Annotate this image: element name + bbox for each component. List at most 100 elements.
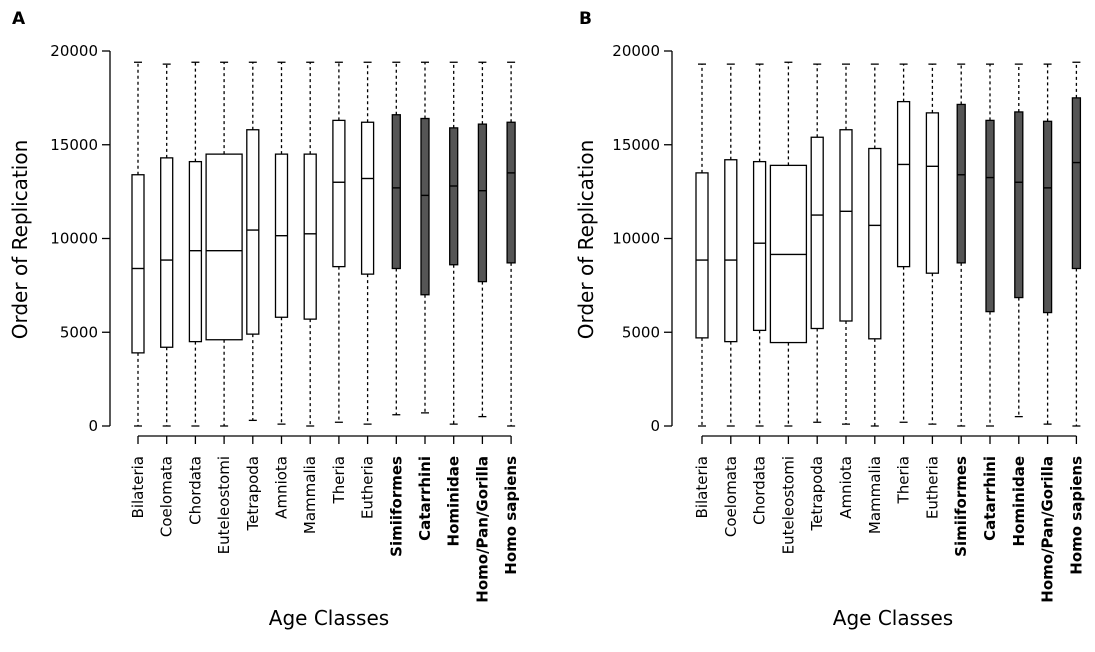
box-7 bbox=[303, 61, 317, 427]
box-rect bbox=[332, 119, 346, 268]
box-rect bbox=[131, 174, 145, 354]
y-tick-label: 15000 bbox=[612, 136, 660, 154]
box-rect bbox=[839, 129, 853, 322]
category-label: Bilateria bbox=[693, 456, 711, 518]
box-rect bbox=[896, 100, 911, 268]
y-axis: 0 5000 10000 15000 20000 bbox=[612, 42, 673, 435]
category-label: Chordata bbox=[186, 456, 204, 525]
x-axis: Bilateria Coelomata Chordata Euteleostomi Te… bbox=[693, 435, 1085, 603]
box-3 bbox=[188, 61, 203, 427]
x-axis: Bilateria Coelomata Chordata Euteleostomi Te… bbox=[129, 435, 520, 603]
box-rect bbox=[868, 147, 882, 340]
category-label: Hominidae bbox=[1010, 456, 1028, 546]
y-axis-title: Order of Replication bbox=[8, 140, 32, 340]
category-label: Chordata bbox=[751, 456, 769, 525]
category-label: Homo sapiens bbox=[502, 456, 520, 575]
category-label: Euteleostomi bbox=[779, 456, 797, 554]
box-rect bbox=[1014, 111, 1024, 299]
box-rect bbox=[246, 129, 260, 335]
category-label: Catarrhini bbox=[981, 456, 999, 541]
box-2 bbox=[160, 63, 174, 427]
category-label: Theria bbox=[330, 456, 348, 504]
box-13 bbox=[477, 61, 488, 418]
box-6 bbox=[839, 63, 853, 425]
box-rect bbox=[360, 121, 375, 275]
category-label: Tetrapoda bbox=[808, 456, 826, 532]
box-rect bbox=[391, 114, 401, 270]
category-label: Coelomata bbox=[722, 456, 740, 537]
box-5 bbox=[246, 61, 260, 422]
y-tick-label: 15000 bbox=[50, 136, 98, 154]
box-6 bbox=[274, 61, 289, 425]
box-rect bbox=[695, 172, 709, 339]
panel-a: A 0 5000 10000 15000 20000 Order of Replicatio… bbox=[8, 9, 520, 630]
y-tick-label: 20000 bbox=[612, 42, 660, 60]
box-12 bbox=[1014, 63, 1024, 418]
box-rect bbox=[188, 160, 203, 343]
category-label: Coelomata bbox=[158, 456, 176, 537]
box-1 bbox=[131, 61, 145, 427]
box-rect bbox=[956, 103, 966, 264]
box-4 bbox=[205, 61, 243, 427]
category-label: Simiiformes bbox=[952, 456, 970, 557]
box-12 bbox=[449, 61, 459, 425]
box-14 bbox=[506, 61, 516, 427]
y-tick-label: 20000 bbox=[50, 42, 98, 60]
panel-b: B 0 5000 10000 15000 20000 Order of Replicatio… bbox=[574, 9, 1085, 630]
category-label: Homo sapiens bbox=[1067, 456, 1085, 575]
box-11 bbox=[420, 61, 430, 414]
box-9 bbox=[925, 63, 940, 425]
y-tick-label: 10000 bbox=[50, 230, 98, 248]
box-rect bbox=[506, 121, 516, 264]
box-rect bbox=[303, 153, 317, 320]
y-tick-label: 10000 bbox=[612, 230, 660, 248]
category-label: Euteleostomi bbox=[215, 456, 233, 554]
category-label: Bilateria bbox=[129, 456, 147, 518]
y-axis: 0 5000 10000 15000 20000 bbox=[50, 42, 111, 435]
box-2 bbox=[724, 63, 738, 427]
category-label: Eutheria bbox=[359, 456, 377, 519]
box-10 bbox=[956, 63, 966, 427]
category-label: Amniota bbox=[273, 456, 291, 519]
category-label: Theria bbox=[895, 456, 913, 504]
box-rect bbox=[420, 117, 430, 296]
box-1 bbox=[695, 63, 709, 427]
box-13 bbox=[1042, 63, 1053, 425]
x-axis-title: Age Classes bbox=[833, 606, 953, 630]
box-rect bbox=[810, 136, 824, 330]
x-axis-title: Age Classes bbox=[269, 606, 389, 630]
box-8 bbox=[896, 63, 911, 423]
y-tick-label: 5000 bbox=[622, 323, 660, 341]
box-rect bbox=[724, 159, 738, 343]
y-tick-label: 0 bbox=[88, 417, 98, 435]
box-rect bbox=[477, 123, 488, 283]
category-label: Eutheria bbox=[923, 456, 941, 519]
box-14 bbox=[1071, 61, 1082, 427]
box-8 bbox=[332, 61, 346, 423]
category-label: Mammalia bbox=[866, 456, 884, 534]
box-9 bbox=[360, 61, 375, 425]
box-rect bbox=[752, 160, 767, 332]
y-tick-label: 0 bbox=[650, 417, 660, 435]
box-5 bbox=[810, 63, 824, 423]
category-label: Amniota bbox=[837, 456, 855, 519]
box-rect bbox=[925, 112, 940, 274]
box-3 bbox=[752, 63, 767, 427]
box-rect bbox=[1042, 120, 1053, 314]
y-axis-title: Order of Replication bbox=[574, 140, 598, 340]
category-label: Tetrapoda bbox=[244, 456, 262, 532]
box-rect bbox=[205, 153, 243, 341]
box-4 bbox=[769, 61, 808, 427]
category-label: Simiiformes bbox=[387, 456, 405, 557]
box-rect bbox=[160, 157, 174, 348]
panel-label: A bbox=[12, 9, 26, 29]
box-rect bbox=[1071, 97, 1082, 270]
y-tick-label: 5000 bbox=[60, 323, 98, 341]
category-label: Homo/Pan/Gorilla bbox=[473, 456, 491, 603]
category-label: Catarrhini bbox=[416, 456, 434, 541]
box-7 bbox=[868, 63, 882, 427]
category-label: Mammalia bbox=[301, 456, 319, 534]
category-label: Hominidae bbox=[445, 456, 463, 546]
box-rect bbox=[449, 127, 459, 266]
